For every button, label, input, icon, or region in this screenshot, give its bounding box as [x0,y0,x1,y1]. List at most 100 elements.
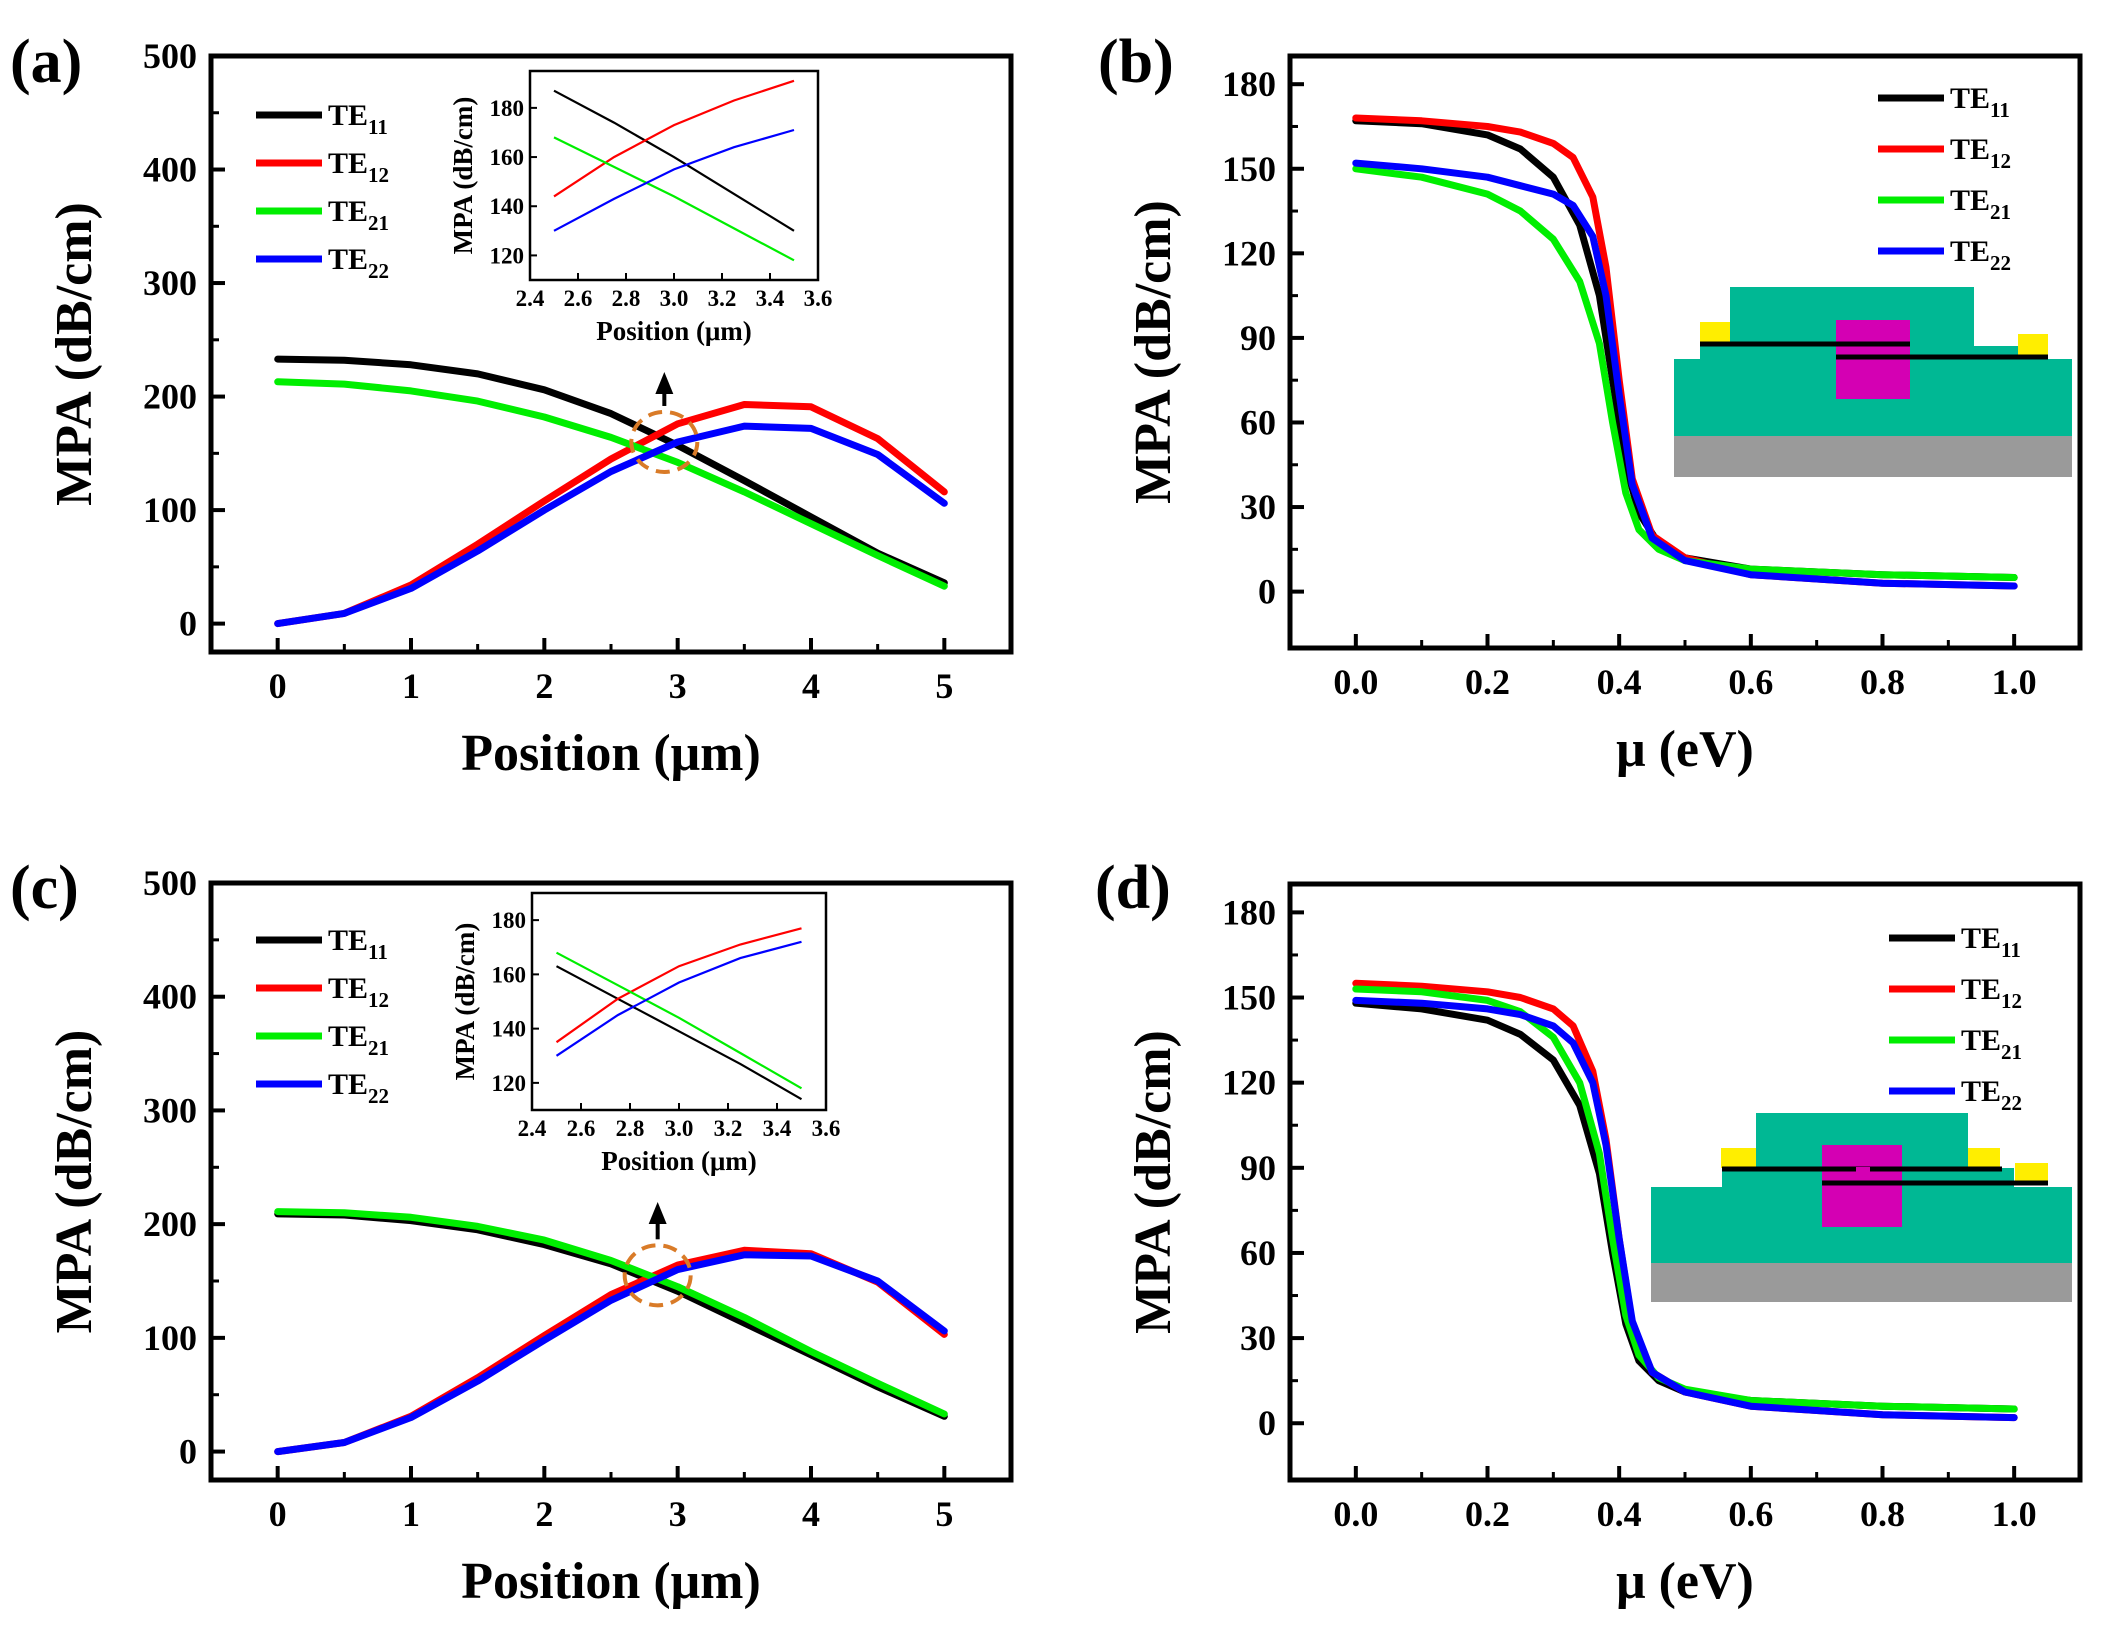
x-axis-label-d: μ (eV) [1616,1553,1754,1610]
x-axis-label-b: μ (eV) [1616,721,1754,778]
x-tick-label-b: 0.0 [1333,662,1378,702]
y-tick-label-d: 90 [1240,1148,1276,1188]
arrow-head-c [648,1202,667,1224]
inset-y-axis-label: MPA (dB/cm) [448,97,478,255]
inset-y-tick-label: 140 [492,1017,527,1042]
inset-x-axis-label: Position (μm) [601,1146,757,1176]
series-line-te12 [274,1246,948,1456]
inset-x-tick-label: 3.0 [660,286,689,311]
y-tick-label-a: 300 [143,263,197,303]
y-tick-label-b: 0 [1258,572,1276,612]
series-line-te22 [274,422,948,628]
inset-y-tick-label: 160 [492,962,527,987]
inset-x-tick-label: 3.4 [763,1116,792,1141]
inset-x-tick-label: 3.6 [804,286,833,311]
legend-label-subscript: 22 [368,259,389,283]
x-tick-label-a: 5 [935,666,953,706]
legend-label-subscript: 12 [2001,989,2022,1013]
x-tick-label-b: 1.0 [1992,662,2037,702]
legend-label-base: TE [328,1068,368,1101]
inset-x-tick-label: 3.4 [756,286,785,311]
legend-label-subscript: 22 [2001,1091,2022,1115]
arrow-head-a [655,372,674,394]
y-tick-label-c: 100 [143,1318,197,1358]
inset-x-tick-label: 3.2 [708,286,737,311]
inset-x-tick-label: 2.6 [564,286,593,311]
x-tick-label-d: 0.8 [1860,1494,1905,1534]
y-tick-label-c: 300 [143,1090,197,1130]
legend-label-base: TE [1961,922,2001,955]
substrate-layer [1651,1262,2072,1302]
x-tick-label-a: 2 [535,666,553,706]
inset-x-tick-label: 2.8 [612,286,641,311]
inset-x-tick-label: 2.4 [518,1116,547,1141]
inset-x-tick-label: 3.6 [812,1116,841,1141]
legend-label-te21: TE21 [328,195,389,235]
legend-label-subscript: 21 [368,1036,389,1060]
x-tick-label-b: 0.8 [1860,662,1905,702]
waveguide-core [1822,1145,1902,1227]
inset-y-tick-label: 180 [492,908,527,933]
electrode-middle [1968,1148,2000,1168]
panel-label-a: (a) [10,28,82,96]
panel-d: (d) 0.0 0.2 0.4 0.6 0.8 1.0 0 30 60 90 120 150 180 μ (… [1095,854,2083,1610]
legend-label-subscript: 11 [368,115,388,139]
y-axis-label-c: MPA (dB/cm) [46,1030,103,1334]
x-tick-label-d: 0.2 [1465,1494,1510,1534]
inset-x-tick-label: 2.4 [516,286,545,311]
y-axis-label-b: MPA (dB/cm) [1125,200,1182,504]
legend-label-te12: TE12 [328,972,389,1012]
y-tick-label-d: 30 [1240,1318,1276,1358]
x-tick-label-c: 4 [802,1494,820,1534]
inset-a: 2.4 2.6 2.8 3.0 3.2 3.4 3.6 120 140 160 180 Positio… [448,69,833,346]
inset-x-axis-label: Position (μm) [596,316,752,346]
inset-y-tick-label: 120 [492,1071,527,1096]
y-tick-label-d: 120 [1222,1063,1276,1103]
legend-label-base: TE [328,195,368,228]
legend-label-subscript: 12 [368,988,389,1012]
x-tick-label-d: 0.0 [1333,1494,1378,1534]
electrode-right [2015,1163,2048,1183]
x-tick-label-d: 1.0 [1992,1494,2037,1534]
x-tick-label-b: 0.6 [1728,662,1773,702]
y-tick-label-b: 30 [1240,487,1276,527]
y-tick-label-d: 0 [1258,1403,1276,1443]
series-line-te21 [1352,165,2018,581]
y-tick-label-c: 400 [143,977,197,1017]
legend-label-te11: TE11 [1961,922,2021,962]
x-tick-label-c: 2 [535,1494,553,1534]
inset-x-tick-label: 3.2 [714,1116,743,1141]
legend-label-subscript: 11 [2001,938,2021,962]
legend-label-te11: TE11 [328,99,388,139]
x-tick-label-a: 3 [669,666,687,706]
x-tick-label-a: 0 [269,666,287,706]
y-tick-label-d: 180 [1222,892,1276,932]
legend-label-base: TE [328,99,368,132]
core-notch [1856,1167,1870,1177]
y-axis-label-a: MPA (dB/cm) [46,202,103,506]
legend-label-te12: TE12 [1961,973,2022,1013]
inset-series-line-te21 [555,951,803,1090]
inset-x-tick-label: 2.8 [616,1116,645,1141]
x-tick-label-a: 4 [802,666,820,706]
inset-series-line-te21 [553,136,795,262]
legend-label-te22: TE22 [328,1068,389,1108]
legend-label-base: TE [1961,1024,2001,1057]
inset-series-line-te11 [555,965,803,1101]
inset-series-line-te12 [555,927,802,1044]
legend-label-base: TE [328,1020,368,1053]
legend-label-te21: TE21 [328,1020,389,1060]
legend-label-base: TE [1950,82,1990,115]
inset-c: 2.4 2.6 2.8 3.0 3.2 3.4 3.6 120 140 160 180 Positio… [450,891,841,1176]
y-tick-label-a: 200 [143,377,197,417]
y-tick-label-b: 150 [1222,149,1276,189]
legend-label-base: TE [328,147,368,180]
inset-y-tick-label: 160 [490,145,525,170]
electrode-left [1700,322,1730,344]
legend-label-te22: TE22 [1961,1075,2022,1115]
inset-y-tick-label: 140 [490,194,525,219]
series-line-te11 [274,1210,948,1420]
y-tick-label-c: 0 [179,1432,197,1472]
